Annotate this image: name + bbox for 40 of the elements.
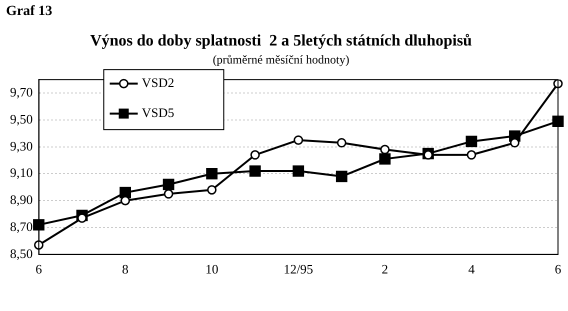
point [33,219,44,231]
point [120,186,131,198]
x-tick-label: 4 [468,262,476,277]
point [423,150,433,160]
x-tick-label: 2 [382,262,388,277]
point [207,185,217,195]
y-tick-label: 9,70 [10,84,33,100]
point [336,170,348,182]
point [510,138,520,148]
point [466,150,476,160]
y-tick-label: 8,70 [10,218,33,234]
point [552,116,564,127]
legend-label: VSD5 [142,105,174,120]
point [379,153,391,165]
point [380,144,390,154]
point [294,135,304,145]
y-tick-label: 9,10 [10,165,33,180]
x-tick-label: 10 [205,262,218,277]
point [466,136,478,148]
x-tick-label: 12/95 [284,262,314,277]
point [120,196,130,206]
point [336,138,346,148]
text: Graf 13 [6,4,52,20]
chart-subtitle: (průměrné měsíční hodnoty) [212,52,350,67]
x-tick-label: 8 [122,262,129,277]
y-tick-label: 8,50 [10,246,33,261]
point [292,165,304,177]
x-tick-label: 6 [554,262,562,277]
point [250,150,260,160]
x-tick-label: 6 [36,262,42,277]
point [206,168,218,180]
point [77,213,87,223]
y-tick-label: 8,90 [10,192,33,208]
point [162,178,174,190]
chart-title: Výnos do doby splatnosti 2 a 5letých státních dluhopisů [90,32,472,50]
y-tick-label: 9,30 [10,138,33,154]
point [164,189,174,199]
y-tick-label: 9,50 [10,111,33,126]
point [249,165,261,177]
legend-label: VSD2 [142,75,174,90]
